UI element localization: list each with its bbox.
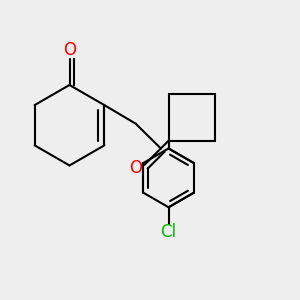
Text: O: O [63,41,76,59]
Text: O: O [129,159,142,177]
Text: Cl: Cl [160,223,177,241]
